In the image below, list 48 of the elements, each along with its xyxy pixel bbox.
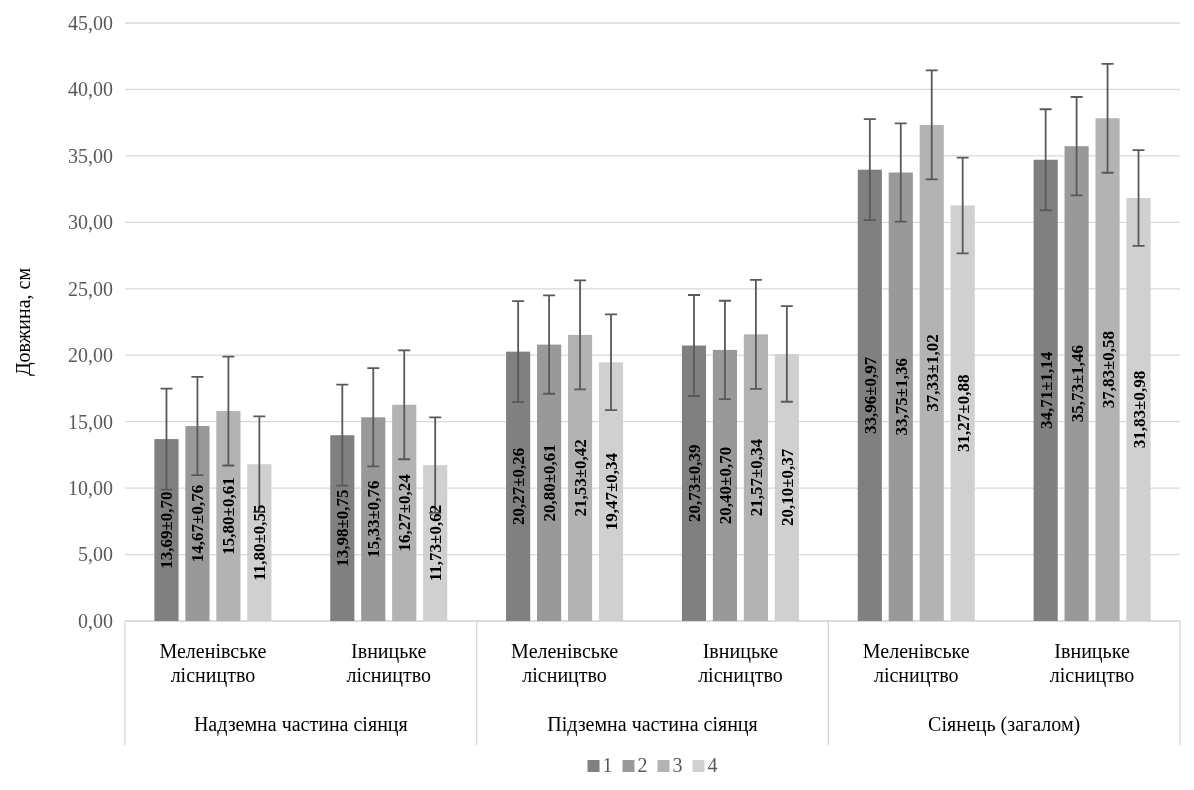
data-label: 33,75±1,36: [891, 358, 911, 436]
y-tick-label: 35,00: [68, 144, 113, 167]
x-tick-label: Меленівське лісництво: [511, 640, 619, 687]
data-label: 20,73±0,39: [684, 444, 704, 522]
data-label: 20,40±0,70: [715, 446, 735, 525]
y-tick-label: 40,00: [68, 78, 113, 101]
data-label: 20,27±0,26: [509, 447, 529, 525]
y-tick-label: 30,00: [68, 211, 113, 234]
x-tick-label: Меленівське лісництво: [862, 640, 970, 687]
text: Сіянець (загалом): [928, 713, 1081, 736]
y-tick-label: 15,00: [68, 410, 113, 433]
data-label: 16,27±0,24: [395, 473, 415, 552]
text: Підземна частина сіянця: [547, 713, 758, 736]
x-tick-label: Івницьке лісництво: [346, 640, 432, 687]
y-tick-label: 0,00: [78, 609, 113, 632]
data-label: 15,80±0,61: [219, 477, 239, 555]
y-tick-label: 20,00: [68, 344, 113, 367]
data-label: 21,57±0,34: [746, 438, 766, 517]
data-label: 31,83±0,98: [1129, 370, 1149, 449]
data-label: 13,69±0,70: [157, 491, 177, 569]
data-label: 34,71±1,14: [1036, 351, 1056, 430]
data-label: 37,83±0,58: [1098, 330, 1118, 409]
data-label: 11,80±0,55: [250, 504, 270, 581]
data-label: 20,80±0,61: [540, 444, 560, 522]
y-tick-label: 25,00: [68, 277, 113, 300]
legend-label: 1: [602, 754, 613, 776]
data-label: 13,98±0,75: [333, 489, 353, 567]
data-label: 11,73±0,62: [426, 504, 446, 582]
y-tick-label: 45,00: [68, 11, 113, 34]
data-label: 33,96±0,97: [860, 356, 880, 435]
legend-label: 2: [637, 754, 648, 776]
text: Надземна частина сіянця: [193, 713, 408, 736]
x-tick-label: Меленівське лісництво: [159, 640, 267, 687]
y-axis-title: Довжина, см: [12, 267, 35, 377]
y-tick-label: 5,00: [78, 543, 113, 566]
legend-label: 4: [707, 754, 718, 776]
data-label: 14,67±0,76: [188, 484, 208, 563]
x-tick-label: Івницьке лісництво: [698, 640, 783, 687]
data-label: 37,33±1,02: [922, 334, 942, 412]
data-label: 21,53±0,42: [571, 439, 591, 517]
data-label: 19,47±0,34: [602, 452, 622, 531]
legend-label: 3: [672, 754, 683, 776]
data-label: 31,27±0,88: [953, 374, 973, 452]
x-tick-label: Івницьке лісництво: [1049, 640, 1135, 687]
y-tick-label: 10,00: [68, 477, 113, 500]
data-label: 15,33±0,76: [364, 480, 384, 558]
data-label: 20,10±0,37: [777, 448, 797, 527]
data-label: 35,73±1,46: [1067, 344, 1087, 423]
